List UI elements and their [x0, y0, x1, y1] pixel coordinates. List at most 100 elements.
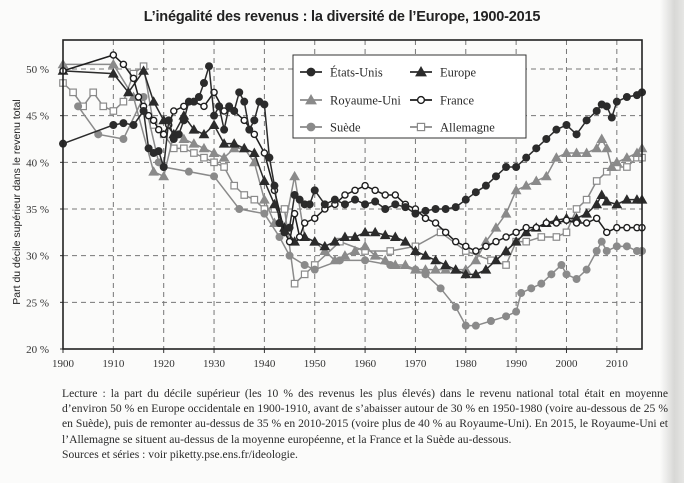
point-france [492, 237, 500, 246]
point-allemagne [89, 88, 98, 97]
point-allemagne [69, 88, 77, 97]
point-royaume-uni [198, 142, 210, 153]
legend-item-royaume-uni: Royaume-Uni [300, 94, 401, 108]
point-royaume-uni [591, 142, 603, 153]
y-tick-label: 25 % [26, 297, 49, 309]
point-etats-unis [461, 195, 470, 204]
point-allemagne [386, 247, 395, 255]
point-royaume-uni [107, 58, 119, 69]
point-france [341, 191, 349, 199]
point-royaume-uni [188, 138, 200, 148]
point-suede [582, 265, 591, 274]
point-france [552, 219, 561, 227]
legend-marker-europe [415, 65, 427, 77]
point-france [462, 242, 470, 251]
point-etats-unis [522, 153, 531, 162]
point-europe [379, 229, 391, 240]
point-france [144, 111, 153, 120]
point-suede [512, 307, 521, 316]
point-etats-unis [310, 186, 319, 195]
point-etats-unis [230, 107, 239, 116]
point-france [154, 125, 163, 134]
point-allemagne [210, 158, 218, 167]
point-royaume-uni [349, 245, 361, 255]
point-etats-unis [280, 228, 289, 237]
point-europe [339, 231, 351, 241]
point-etats-unis [205, 62, 214, 71]
point-etats-unis [622, 93, 631, 102]
legend-label-royaume-uni: Royaume-Uni [330, 94, 401, 108]
point-etats-unis [225, 102, 234, 111]
point-suede [486, 316, 495, 325]
point-royaume-uni [430, 264, 441, 274]
point-europe [621, 194, 633, 204]
point-france [361, 181, 369, 190]
point-etats-unis [169, 134, 178, 143]
point-royaume-uni [410, 264, 421, 274]
point-suede [557, 260, 566, 269]
point-royaume-uni [581, 147, 592, 157]
point-suede [361, 256, 370, 265]
point-royaume-uni [178, 133, 190, 143]
point-suede [502, 312, 511, 321]
point-etats-unis [371, 197, 380, 206]
x-tick-label: 2000 [555, 358, 578, 370]
point-etats-unis [542, 134, 551, 143]
point-suede [235, 204, 244, 213]
point-allemagne [240, 191, 249, 199]
legend-label-etats-unis: États-Unis [330, 66, 383, 80]
point-europe [107, 68, 119, 78]
legend-marker-royaume-uni [305, 93, 317, 105]
x-tick-label: 1940 [253, 358, 276, 370]
point-france [351, 186, 359, 195]
point-europe [369, 226, 381, 237]
point-france [391, 191, 400, 199]
caption-sources: Sources et séries : voir piketty.pse.ens… [62, 447, 298, 461]
point-suede [547, 270, 556, 279]
point-royaume-uni [218, 152, 230, 162]
point-royaume-uni [420, 264, 431, 274]
point-france [602, 228, 611, 237]
point-etats-unis [305, 200, 314, 209]
legend: États-Unis Royaume-Uni Suède Europe France Al… [292, 54, 527, 139]
point-europe [123, 86, 134, 97]
point-europe [329, 236, 341, 246]
point-allemagne [190, 149, 198, 157]
point-etats-unis [552, 125, 561, 134]
x-tick-label: 1920 [153, 358, 176, 370]
point-france [421, 214, 430, 223]
point-etats-unis [235, 88, 244, 97]
point-france [371, 186, 379, 195]
point-royaume-uni [228, 142, 240, 153]
point-europe [611, 198, 623, 209]
point-allemagne [522, 237, 531, 246]
point-etats-unis [295, 195, 304, 204]
point-etats-unis [164, 116, 173, 125]
point-europe [138, 65, 149, 75]
point-etats-unis [179, 116, 188, 125]
point-suede [592, 246, 601, 255]
series-royaume-uni [57, 58, 648, 274]
point-france [613, 223, 621, 232]
point-royaume-uni [530, 175, 542, 185]
point-etats-unis [265, 153, 274, 162]
series-allemagne [59, 62, 646, 288]
point-france [220, 107, 228, 115]
point-allemagne [602, 167, 611, 176]
point-suede [119, 134, 128, 143]
point-suede [612, 242, 621, 251]
point-suede [210, 172, 219, 181]
x-tick-label: 1990 [505, 358, 528, 370]
y-tick-label: 20 % [26, 344, 49, 356]
point-royaume-uni [158, 170, 170, 181]
point-europe [349, 231, 361, 241]
point-suede [184, 167, 193, 176]
point-royaume-uni [470, 254, 482, 265]
point-etats-unis [602, 102, 611, 111]
point-france [260, 149, 269, 157]
point-royaume-uni [621, 152, 633, 162]
point-etats-unis [421, 206, 430, 215]
point-etats-unis [451, 203, 460, 212]
point-allemagne [582, 195, 591, 204]
point-royaume-uni [440, 264, 452, 274]
